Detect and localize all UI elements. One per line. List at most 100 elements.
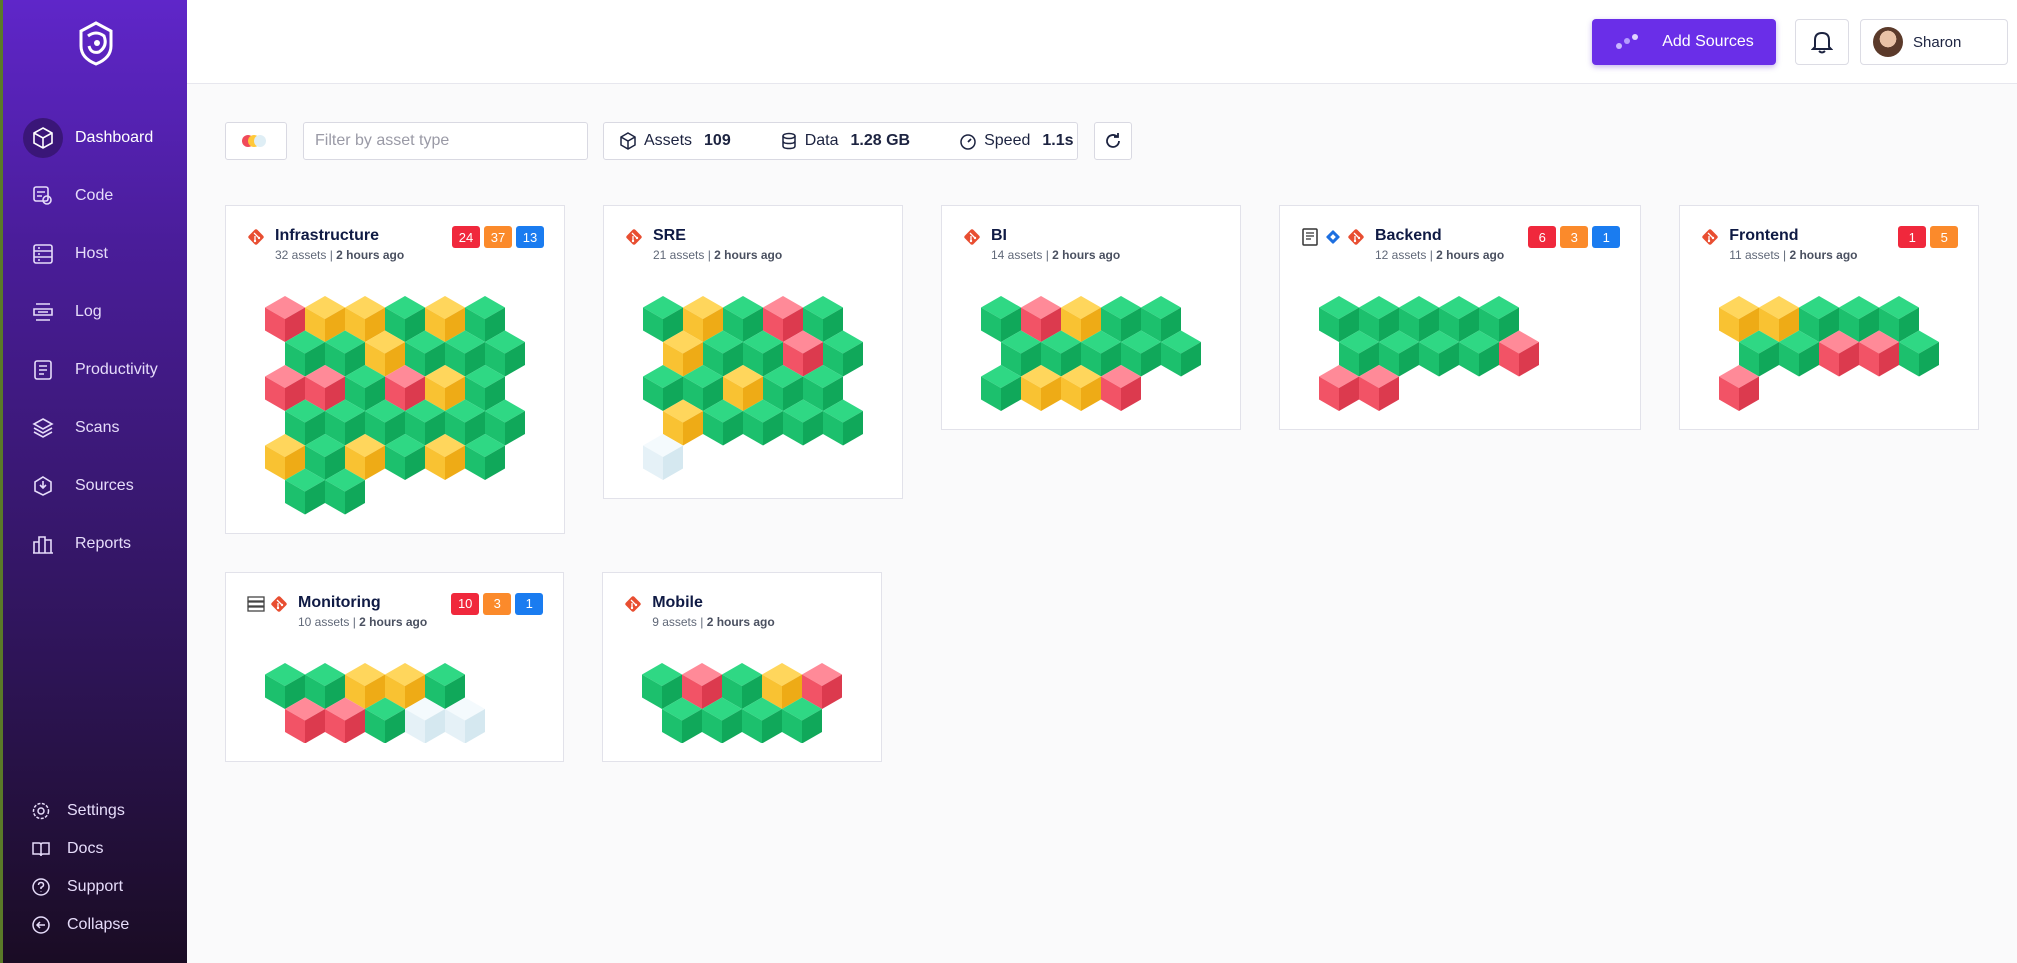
cube-left bbox=[285, 480, 305, 515]
cube-cluster bbox=[981, 296, 1201, 411]
asset-card[interactable]: Backend 12 assets | 2 hours ago 6 3 1 bbox=[1279, 205, 1642, 430]
cube-right bbox=[365, 445, 385, 480]
footer-label[interactable]: Docs bbox=[67, 840, 104, 857]
footer-label[interactable]: Collapse bbox=[67, 916, 130, 933]
asset-card[interactable]: Infrastructure 32 assets | 2 hours ago 24 3… bbox=[225, 205, 565, 534]
asset-cube bbox=[981, 365, 1021, 411]
nav-item[interactable]: Scans bbox=[3, 404, 187, 452]
top-bar: Add Sources Sharon bbox=[187, 0, 2017, 84]
cube-left bbox=[662, 708, 683, 743]
nav-item[interactable]: Host bbox=[3, 230, 187, 278]
cube-left bbox=[1819, 342, 1840, 377]
cube-right bbox=[505, 411, 525, 446]
color-filter-button[interactable] bbox=[225, 122, 287, 160]
nav-label[interactable]: Reports bbox=[75, 535, 132, 552]
footer-item[interactable]: Collapse bbox=[31, 910, 129, 940]
nav-label[interactable]: Productivity bbox=[75, 361, 158, 378]
cube-left bbox=[325, 708, 345, 743]
cube-right bbox=[762, 708, 783, 743]
cube-left bbox=[425, 445, 445, 480]
asset-cube bbox=[365, 330, 405, 377]
footer-label[interactable]: Support bbox=[67, 878, 124, 895]
nav-label[interactable]: Code bbox=[75, 187, 114, 204]
cube-left bbox=[1719, 376, 1740, 411]
card-header: Infrastructure 32 assets | 2 hours ago 24 3… bbox=[246, 226, 544, 274]
add-sources-button[interactable]: Add Sources bbox=[1592, 19, 1776, 65]
asset-cube bbox=[1061, 365, 1101, 411]
cube-right bbox=[425, 708, 445, 743]
footer-item[interactable]: Docs bbox=[31, 834, 103, 864]
card-title: Frontend bbox=[1729, 227, 1799, 244]
asset-card[interactable]: Mobile 9 assets | 2 hours ago bbox=[602, 571, 883, 762]
refresh-button[interactable] bbox=[1094, 122, 1132, 160]
nav-item[interactable]: Sources bbox=[3, 462, 187, 510]
asset-cube bbox=[325, 697, 365, 743]
cube-left bbox=[1101, 376, 1121, 411]
card-icons bbox=[962, 226, 982, 248]
user-menu[interactable]: Sharon bbox=[1860, 19, 2008, 65]
user-name[interactable]: Sharon bbox=[1913, 33, 1962, 51]
stat: Speed 1.1s bbox=[958, 131, 1074, 151]
cube-right bbox=[1399, 342, 1419, 377]
nav-item[interactable]: Code bbox=[3, 172, 187, 220]
notifications-button[interactable] bbox=[1795, 19, 1849, 65]
severity-badge: 6 bbox=[1528, 226, 1557, 248]
cube-left bbox=[365, 708, 385, 743]
nav-item[interactable]: Dashboard bbox=[3, 114, 187, 162]
footer-item[interactable]: Support bbox=[31, 872, 123, 902]
asset-card[interactable]: SRE 21 assets | 2 hours ago bbox=[603, 205, 903, 499]
cube-right bbox=[682, 708, 703, 743]
stats-bar: Assets 109 Data 1.28 GB Speed 1.1s bbox=[603, 122, 1078, 160]
nav-label[interactable]: Scans bbox=[75, 419, 120, 436]
cube-left bbox=[702, 708, 723, 743]
card-text: SRE 21 assets | 2 hours ago bbox=[653, 226, 782, 274]
asset-cube bbox=[425, 434, 465, 480]
footer-label[interactable]: Settings bbox=[67, 802, 125, 819]
nav-item[interactable]: Reports bbox=[3, 520, 187, 568]
asset-cube bbox=[365, 697, 405, 743]
cube-left bbox=[1161, 342, 1181, 377]
severity-badge: 1 bbox=[515, 592, 544, 615]
severity-badge: 3 bbox=[483, 592, 512, 615]
source-icon bbox=[248, 229, 264, 245]
asset-cube bbox=[1719, 365, 1760, 411]
asset-cube bbox=[1021, 365, 1061, 411]
nav-item[interactable]: Productivity bbox=[3, 346, 187, 394]
nav-item[interactable]: Log bbox=[3, 288, 187, 336]
card-subtitle: 21 assets | 2 hours ago bbox=[653, 246, 782, 264]
nav-label[interactable]: Host bbox=[75, 245, 108, 262]
asset-cube bbox=[1759, 296, 1800, 342]
nav-label[interactable]: Sources bbox=[75, 477, 134, 494]
asset-card[interactable]: BI 14 assets | 2 hours ago bbox=[941, 205, 1241, 430]
card-title: Monitoring bbox=[298, 593, 381, 611]
filter-input[interactable]: Filter by asset type bbox=[303, 122, 588, 160]
asset-card[interactable]: Monitoring 10 assets | 2 hours ago 10 3 1 bbox=[225, 571, 565, 762]
updated-time: 2 hours ago bbox=[1436, 248, 1505, 262]
cube-right bbox=[723, 411, 743, 446]
nav-label[interactable]: Log bbox=[75, 303, 102, 320]
asset-cube bbox=[743, 330, 783, 377]
cube-left bbox=[385, 445, 405, 480]
cube-right bbox=[405, 445, 425, 480]
asset-cube bbox=[743, 399, 783, 446]
button-label[interactable]: Add Sources bbox=[1662, 33, 1754, 50]
severity-badge: 10 bbox=[451, 592, 480, 615]
card-text: Frontend 11 assets | 2 hours ago bbox=[1729, 226, 1857, 274]
severity-badge: 5 bbox=[1930, 226, 1959, 248]
asset-cube bbox=[1459, 330, 1499, 377]
cube-left bbox=[1899, 342, 1920, 377]
cube-cluster bbox=[265, 662, 485, 743]
cube-right bbox=[345, 480, 365, 515]
cube-cluster bbox=[1319, 296, 1539, 411]
source-icon bbox=[1302, 228, 1318, 246]
asset-cube bbox=[702, 697, 743, 743]
cube-left bbox=[405, 708, 425, 743]
asset-cube bbox=[643, 365, 683, 411]
cube-right bbox=[1799, 342, 1820, 377]
footer-item[interactable]: Settings bbox=[31, 796, 125, 826]
asset-cube bbox=[1819, 330, 1860, 377]
nav-label[interactable]: Dashboard bbox=[75, 129, 154, 146]
cube-right bbox=[1879, 342, 1900, 377]
asset-card[interactable]: Frontend 11 assets | 2 hours ago 1 5 bbox=[1679, 205, 1980, 430]
